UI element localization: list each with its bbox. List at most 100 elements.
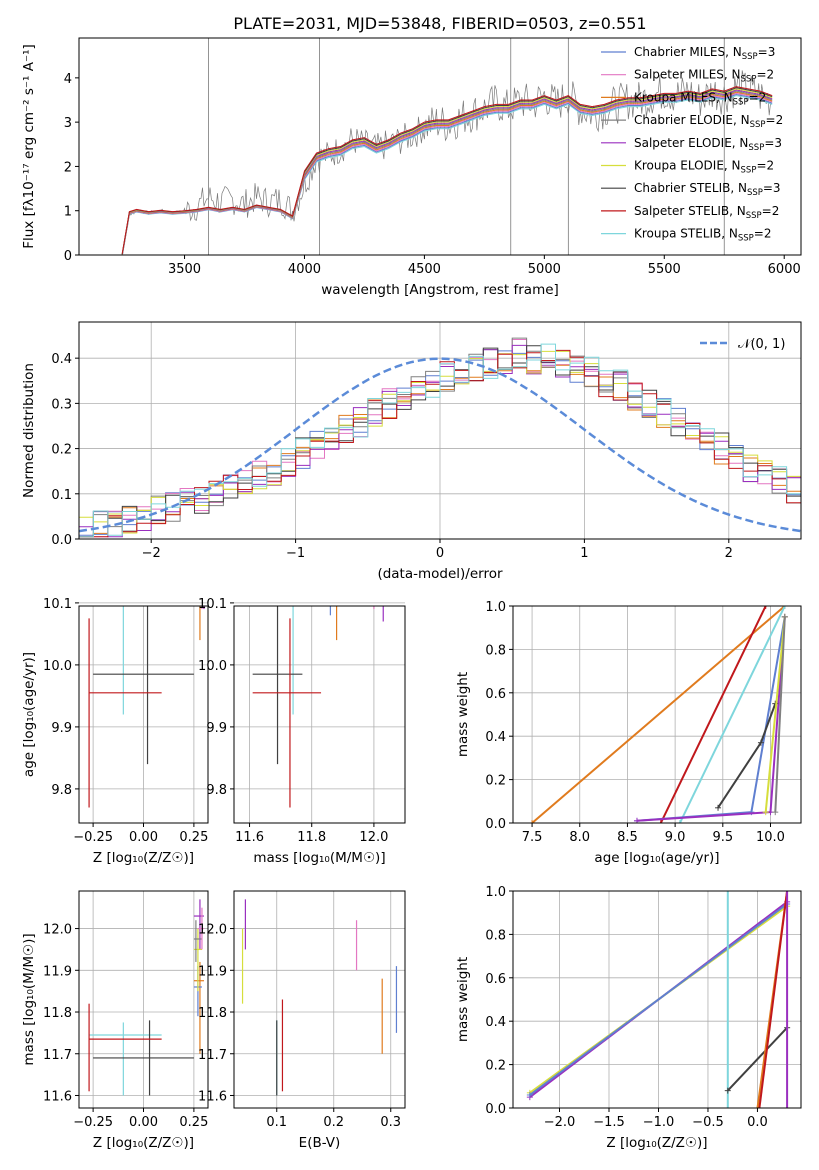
x-tick-label: 0.3 (380, 1115, 401, 1130)
x-tick-label: 5000 (528, 262, 561, 277)
legend-label: Salpeter STELIB, NSSP=2 (634, 204, 779, 221)
x-tick-label: 0 (436, 546, 444, 561)
x-tick-label: 2 (725, 546, 733, 561)
legend-label-name: Kroupa ELODIE, N (634, 159, 741, 173)
legend-label: Kroupa STELIB, NSSP=2 (634, 227, 772, 244)
legend-label-count: =3 (764, 136, 782, 150)
x-tick-label: 5500 (648, 262, 681, 277)
legend-label-subscript: SSP (746, 211, 762, 221)
plot-area (252, 606, 384, 808)
y-tick-label: 11.9 (43, 964, 72, 979)
y-tick-label: 0.2 (485, 774, 506, 789)
age-vs-metallicity-panel: −0.25 0.00 0.25 9.8 9.9 10.0 10.1 Z [log₁₀(Z/Z☉… (21, 597, 209, 866)
y-axis-label: Normed distribution (21, 363, 37, 498)
legend-label-name: Salpeter STELIB, N (634, 204, 746, 218)
x-axis-label: age [log₁₀(age/yr)] (594, 850, 719, 866)
x-tick-label: −1.0 (643, 1115, 675, 1130)
legend-label-name: Chabrier ELODIE, N (634, 113, 750, 127)
y-tick-label: 0 (64, 249, 72, 264)
y-tick-label: 11.7 (198, 1048, 227, 1063)
x-tick-label: 11.8 (297, 830, 326, 845)
x-tick-label: 4000 (288, 262, 321, 277)
legend-label-name: Salpeter ELODIE, N (634, 136, 748, 150)
residuals-panel: −2 −1 0 1 2 0.0 0.1 0.2 0.3 0.4 (data-model)/error… (21, 321, 802, 582)
legend-label: Chabrier MILES, NSSP=3 (634, 45, 775, 62)
x-tick-label: 0.0 (747, 1115, 768, 1130)
x-tick-label: 12.0 (359, 830, 388, 845)
y-tick-label: 11.9 (198, 964, 227, 979)
mass-weight-line (659, 606, 767, 823)
mass-vs-extinction-panel: 0.1 0.2 0.3 11.6 11.7 11.8 11.9 12.0 E(B-V) (198, 890, 406, 1151)
mass-weight-line (529, 903, 788, 1096)
plot-area (529, 606, 788, 823)
mass-weight-line (727, 1027, 788, 1092)
y-tick-label: 0.8 (485, 643, 506, 658)
x-tick-label: 7.5 (522, 830, 543, 845)
x-tick-label: −0.25 (73, 1115, 113, 1130)
plot-area (241, 899, 398, 1096)
legend-label-subscript: SSP (733, 97, 749, 107)
y-axis-label: mass weight (455, 957, 471, 1042)
y-tick-label: 12.0 (198, 923, 227, 938)
residual-histogram (79, 349, 801, 538)
y-tick-label: 1.0 (485, 885, 506, 900)
legend-label-name: Chabrier STELIB, N (634, 181, 747, 195)
x-tick-label: 0.00 (129, 830, 158, 845)
legend-label-subscript: SSP (742, 52, 758, 62)
y-tick-label: 11.7 (43, 1048, 72, 1063)
mass-weight-vs-age-panel: 7.5 8.0 8.5 9.0 9.5 10.0 0.0 0.2 0.4 0.6 0.8 1.0 age… (455, 600, 802, 866)
y-tick-label: 0.2 (485, 1059, 506, 1074)
legend-label-count: =2 (756, 68, 774, 82)
legend-label-subscript: SSP (747, 188, 763, 198)
plot-area (88, 899, 204, 1096)
residual-histogram (79, 350, 801, 536)
mass-vs-metallicity-panel: −0.25 0.00 0.25 11.6 11.7 11.8 11.9 12.0 Z [log₁… (21, 890, 209, 1151)
residual-histogram (79, 343, 801, 538)
x-tick-label: −1 (286, 546, 305, 561)
legend-label-subscript: SSP (738, 234, 754, 244)
legend-label-count: =2 (749, 90, 767, 104)
legend-label: Kroupa MILES, NSSP=2 (634, 90, 766, 107)
spectrum-panel: 3500 4000 4500 5000 5500 6000 0 1 2 3 4 wavelength … (21, 37, 802, 298)
x-tick-label: 8.5 (617, 830, 638, 845)
x-tick-label: 0.1 (266, 1115, 287, 1130)
x-axis-label: E(B-V) (299, 1135, 341, 1151)
x-tick-label: 10.0 (756, 830, 785, 845)
x-tick-label: 8.0 (569, 830, 590, 845)
residual-histogram (79, 339, 801, 538)
x-tick-label: 1 (580, 546, 588, 561)
x-tick-label: 0.25 (179, 830, 208, 845)
mass-weight-line (758, 891, 789, 1108)
x-tick-label: 0.2 (323, 1115, 344, 1130)
axes-frame (233, 890, 406, 1109)
y-tick-label: 4 (64, 72, 72, 87)
y-tick-label: 10.1 (43, 597, 72, 612)
plot-area (79, 337, 801, 538)
y-tick-label: 9.9 (206, 721, 227, 736)
legend-label: Salpeter ELODIE, NSSP=3 (634, 136, 782, 153)
x-tick-label: 9.5 (712, 830, 733, 845)
legend-label: Salpeter MILES, NSSP=2 (634, 68, 774, 85)
x-axis-label: (data-model)/error (377, 566, 503, 582)
y-tick-label: 1.0 (485, 600, 506, 615)
legend-label-name: Chabrier MILES, N (634, 45, 742, 59)
x-tick-label: −1.5 (593, 1115, 625, 1130)
legend-label: 𝒩(0, 1) (738, 337, 785, 352)
y-tick-label: 10.1 (198, 597, 227, 612)
y-tick-label: 0.4 (51, 352, 72, 367)
x-tick-label: 3500 (168, 262, 201, 277)
legend-label: Chabrier STELIB, NSSP=3 (634, 181, 781, 198)
x-tick-label: −0.5 (692, 1115, 724, 1130)
age-vs-mass-panel: 11.6 11.8 12.0 9.8 9.9 10.0 10.1 mass [log₁₀(M/… (198, 597, 406, 866)
y-tick-label: 12.0 (43, 923, 72, 938)
legend-label-name: Kroupa MILES, N (634, 90, 733, 104)
mass-weight-line (531, 606, 786, 823)
mass-weight-vs-metallicity-panel: −2.0 −1.5 −1.0 −0.5 0.0 0.0 0.2 0.4 0.6 0.8 1.0 Z [… (455, 885, 802, 1151)
x-axis-label: Z [log₁₀(Z/Z☉)] (93, 1135, 194, 1151)
legend-label: Kroupa ELODIE, NSSP=2 (634, 159, 774, 176)
legend-label-subscript: SSP (741, 166, 757, 176)
y-tick-label: 0.0 (485, 1102, 506, 1117)
normal-distribution-curve (79, 357, 801, 533)
y-tick-label: 0.1 (51, 488, 72, 503)
